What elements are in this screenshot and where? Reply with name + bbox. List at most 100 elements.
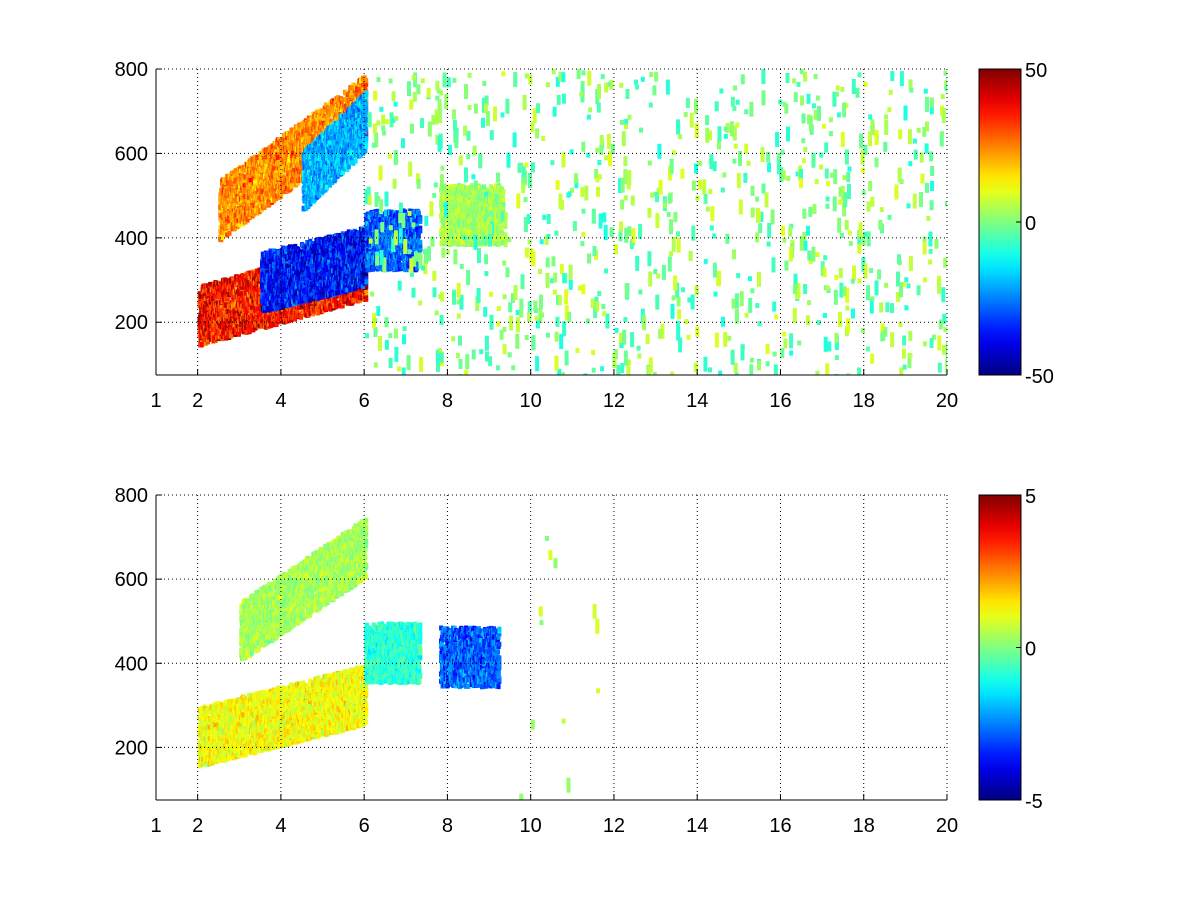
heatmap-cell bbox=[364, 295, 369, 301]
heatmap-cell bbox=[290, 285, 295, 291]
heatmap-cell bbox=[209, 336, 213, 342]
heatmap-cell bbox=[217, 291, 222, 296]
heatmap-cell bbox=[233, 296, 238, 302]
heatmap-cell bbox=[241, 297, 246, 303]
heatmap-cell bbox=[287, 312, 292, 318]
heatmap-cell bbox=[309, 296, 314, 302]
heatmap-cell bbox=[321, 247, 326, 253]
heatmap-cell bbox=[335, 253, 340, 259]
heatmap-cell bbox=[337, 289, 342, 295]
heatmap-cell bbox=[224, 314, 229, 320]
heatmap-cell bbox=[290, 277, 295, 283]
heatmap-cell bbox=[349, 250, 354, 256]
heatmap-cell bbox=[332, 241, 337, 247]
heatmap-cell bbox=[219, 217, 224, 223]
heatmap-cell bbox=[327, 259, 332, 265]
heatmap-cell bbox=[237, 331, 241, 337]
heatmap-cell bbox=[199, 294, 204, 300]
heatmap-cell bbox=[319, 309, 324, 315]
heatmap-cell bbox=[358, 240, 363, 246]
heatmap-cell bbox=[309, 262, 314, 267]
heatmap-cell bbox=[266, 304, 271, 310]
heatmap-cell bbox=[356, 231, 361, 237]
heatmap-cell bbox=[316, 301, 321, 307]
heatmap-cell bbox=[246, 292, 251, 297]
heatmap-cell bbox=[343, 249, 347, 255]
heatmap-cell bbox=[228, 330, 233, 336]
heatmap-cell bbox=[324, 263, 329, 269]
heatmap-cell bbox=[260, 299, 265, 304]
heatmap-cell bbox=[239, 308, 244, 314]
heatmap-cell bbox=[318, 279, 323, 285]
heatmap-cell bbox=[342, 252, 347, 258]
heatmap-cell bbox=[302, 267, 307, 272]
heatmap-cell bbox=[251, 301, 256, 306]
heatmap-cell bbox=[329, 279, 334, 285]
heatmap-cell bbox=[284, 299, 289, 305]
heatmap-cell bbox=[360, 254, 365, 260]
heatmap-cell bbox=[218, 331, 223, 337]
heatmap-cell bbox=[306, 255, 311, 261]
heatmap-cell bbox=[293, 307, 297, 312]
heatmap-cell bbox=[334, 267, 338, 273]
heatmap-cell bbox=[260, 284, 265, 289]
heatmap-cell bbox=[351, 297, 356, 303]
heatmap-cell bbox=[229, 279, 234, 284]
heatmap-cell bbox=[280, 297, 285, 303]
heatmap-cell bbox=[294, 295, 299, 301]
heatmap-cell bbox=[244, 301, 249, 307]
heatmap-cell bbox=[278, 298, 283, 303]
heatmap-cell bbox=[243, 290, 248, 296]
heatmap-cell bbox=[278, 300, 283, 306]
heatmap-cell bbox=[287, 265, 292, 270]
heatmap-cell bbox=[319, 237, 324, 242]
heatmap-cell bbox=[329, 252, 334, 258]
heatmap-cell bbox=[330, 244, 335, 250]
heatmap-cell bbox=[327, 254, 332, 260]
heatmap-cell bbox=[229, 333, 234, 339]
heatmap-cell bbox=[234, 283, 238, 289]
heatmap-cell bbox=[314, 246, 319, 252]
heatmap-cell bbox=[291, 298, 295, 304]
heatmap-cell bbox=[223, 180, 228, 185]
heatmap-cell bbox=[353, 293, 358, 299]
heatmap-cell bbox=[312, 256, 317, 262]
heatmap-cells bbox=[197, 69, 947, 375]
heatmap-cell bbox=[212, 312, 217, 318]
heatmap-cell bbox=[347, 276, 352, 282]
heatmap-cell bbox=[250, 290, 255, 296]
heatmap-cell bbox=[349, 282, 354, 288]
heatmap-cell bbox=[318, 288, 323, 294]
heatmap-cell bbox=[324, 285, 329, 290]
heatmap-cell bbox=[312, 291, 317, 297]
heatmap-cell bbox=[298, 280, 303, 286]
heatmap-cell bbox=[344, 268, 349, 274]
heatmap-cell bbox=[334, 236, 339, 242]
heatmap-cell bbox=[300, 243, 305, 249]
heatmap-cell bbox=[334, 233, 338, 239]
heatmap-cell bbox=[283, 309, 288, 315]
heatmap-cell bbox=[342, 299, 347, 305]
heatmap-cell bbox=[288, 245, 293, 251]
heatmap-cell bbox=[199, 342, 204, 348]
heatmap-cell bbox=[361, 239, 366, 245]
heatmap-cell bbox=[364, 284, 369, 290]
heatmap-cell bbox=[299, 314, 304, 320]
heatmap-cell bbox=[251, 327, 256, 333]
heatmap-cell bbox=[324, 273, 329, 279]
heatmap-cell bbox=[270, 259, 275, 265]
heatmap-cell bbox=[364, 279, 369, 285]
heatmap-cell bbox=[307, 269, 312, 275]
heatmap-cell bbox=[223, 277, 228, 283]
heatmap-cell bbox=[329, 288, 334, 294]
heatmap-cell bbox=[209, 300, 213, 306]
heatmap-cell bbox=[306, 312, 311, 318]
heatmap-cell bbox=[317, 295, 322, 301]
heatmap-cell bbox=[275, 255, 280, 261]
heatmap-cell bbox=[340, 249, 344, 255]
heatmap-cell bbox=[289, 317, 294, 322]
heatmap-cell bbox=[364, 291, 369, 297]
heatmap-cell bbox=[295, 300, 300, 306]
heatmap-cell bbox=[307, 250, 312, 256]
